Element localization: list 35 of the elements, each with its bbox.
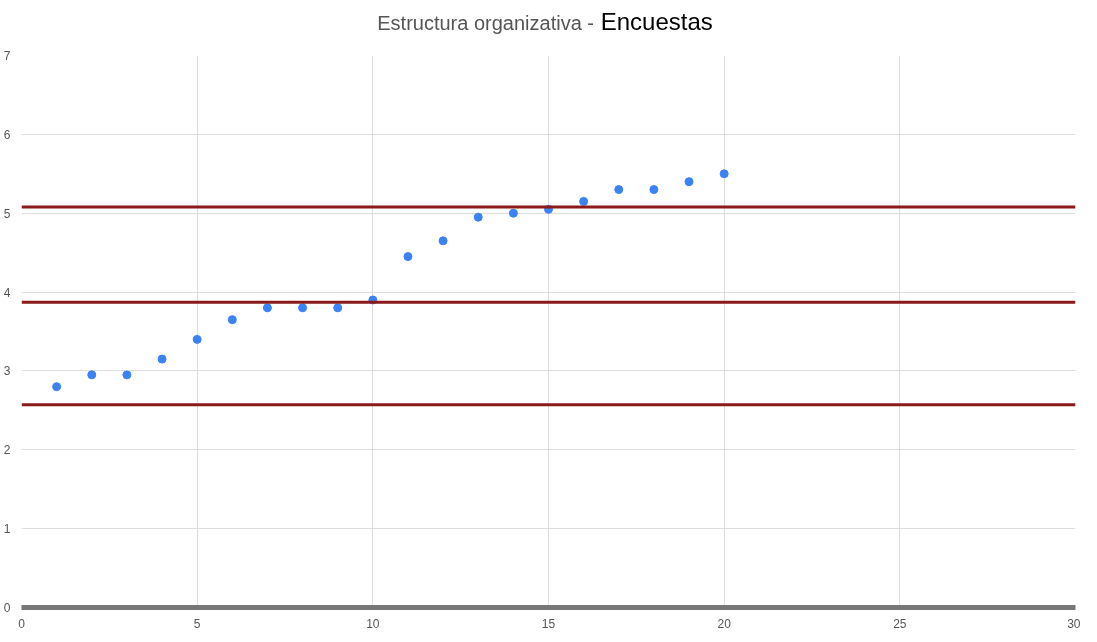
chart-title: Estructura organizativa - <box>377 12 594 34</box>
point <box>579 196 589 206</box>
x-tick-label: 15 <box>541 616 556 631</box>
x-tick-label: 25 <box>893 616 907 631</box>
point <box>87 370 97 380</box>
x-tick-label: 0 <box>18 616 26 631</box>
y-tick-label: 0 <box>3 601 11 615</box>
y-tick-label: 5 <box>3 206 11 221</box>
point <box>333 303 343 313</box>
point <box>157 354 167 364</box>
y-tick-label: 2 <box>3 443 11 458</box>
x-tick-label: 20 <box>717 616 732 631</box>
y-tick-label: 7 <box>3 49 11 63</box>
point <box>403 252 413 262</box>
chart-subtitle: Encuestas <box>600 8 713 35</box>
point <box>298 303 308 313</box>
point <box>473 212 483 222</box>
y-tick-label: 4 <box>3 285 11 300</box>
y-tick-label: 3 <box>3 364 11 379</box>
point <box>438 236 448 246</box>
point <box>719 169 729 179</box>
point <box>227 315 237 325</box>
y-tick-label: 1 <box>3 522 11 537</box>
point <box>52 382 62 392</box>
point <box>508 208 518 218</box>
point <box>684 177 694 187</box>
point <box>649 185 659 195</box>
point <box>614 185 624 195</box>
y-tick-label: 6 <box>3 127 11 142</box>
x-tick-label: 10 <box>366 616 380 631</box>
point <box>192 334 202 344</box>
x-tick-label: 5 <box>193 616 201 631</box>
point <box>122 370 132 380</box>
point <box>262 303 272 313</box>
x-tick-label: 30 <box>1067 616 1081 631</box>
